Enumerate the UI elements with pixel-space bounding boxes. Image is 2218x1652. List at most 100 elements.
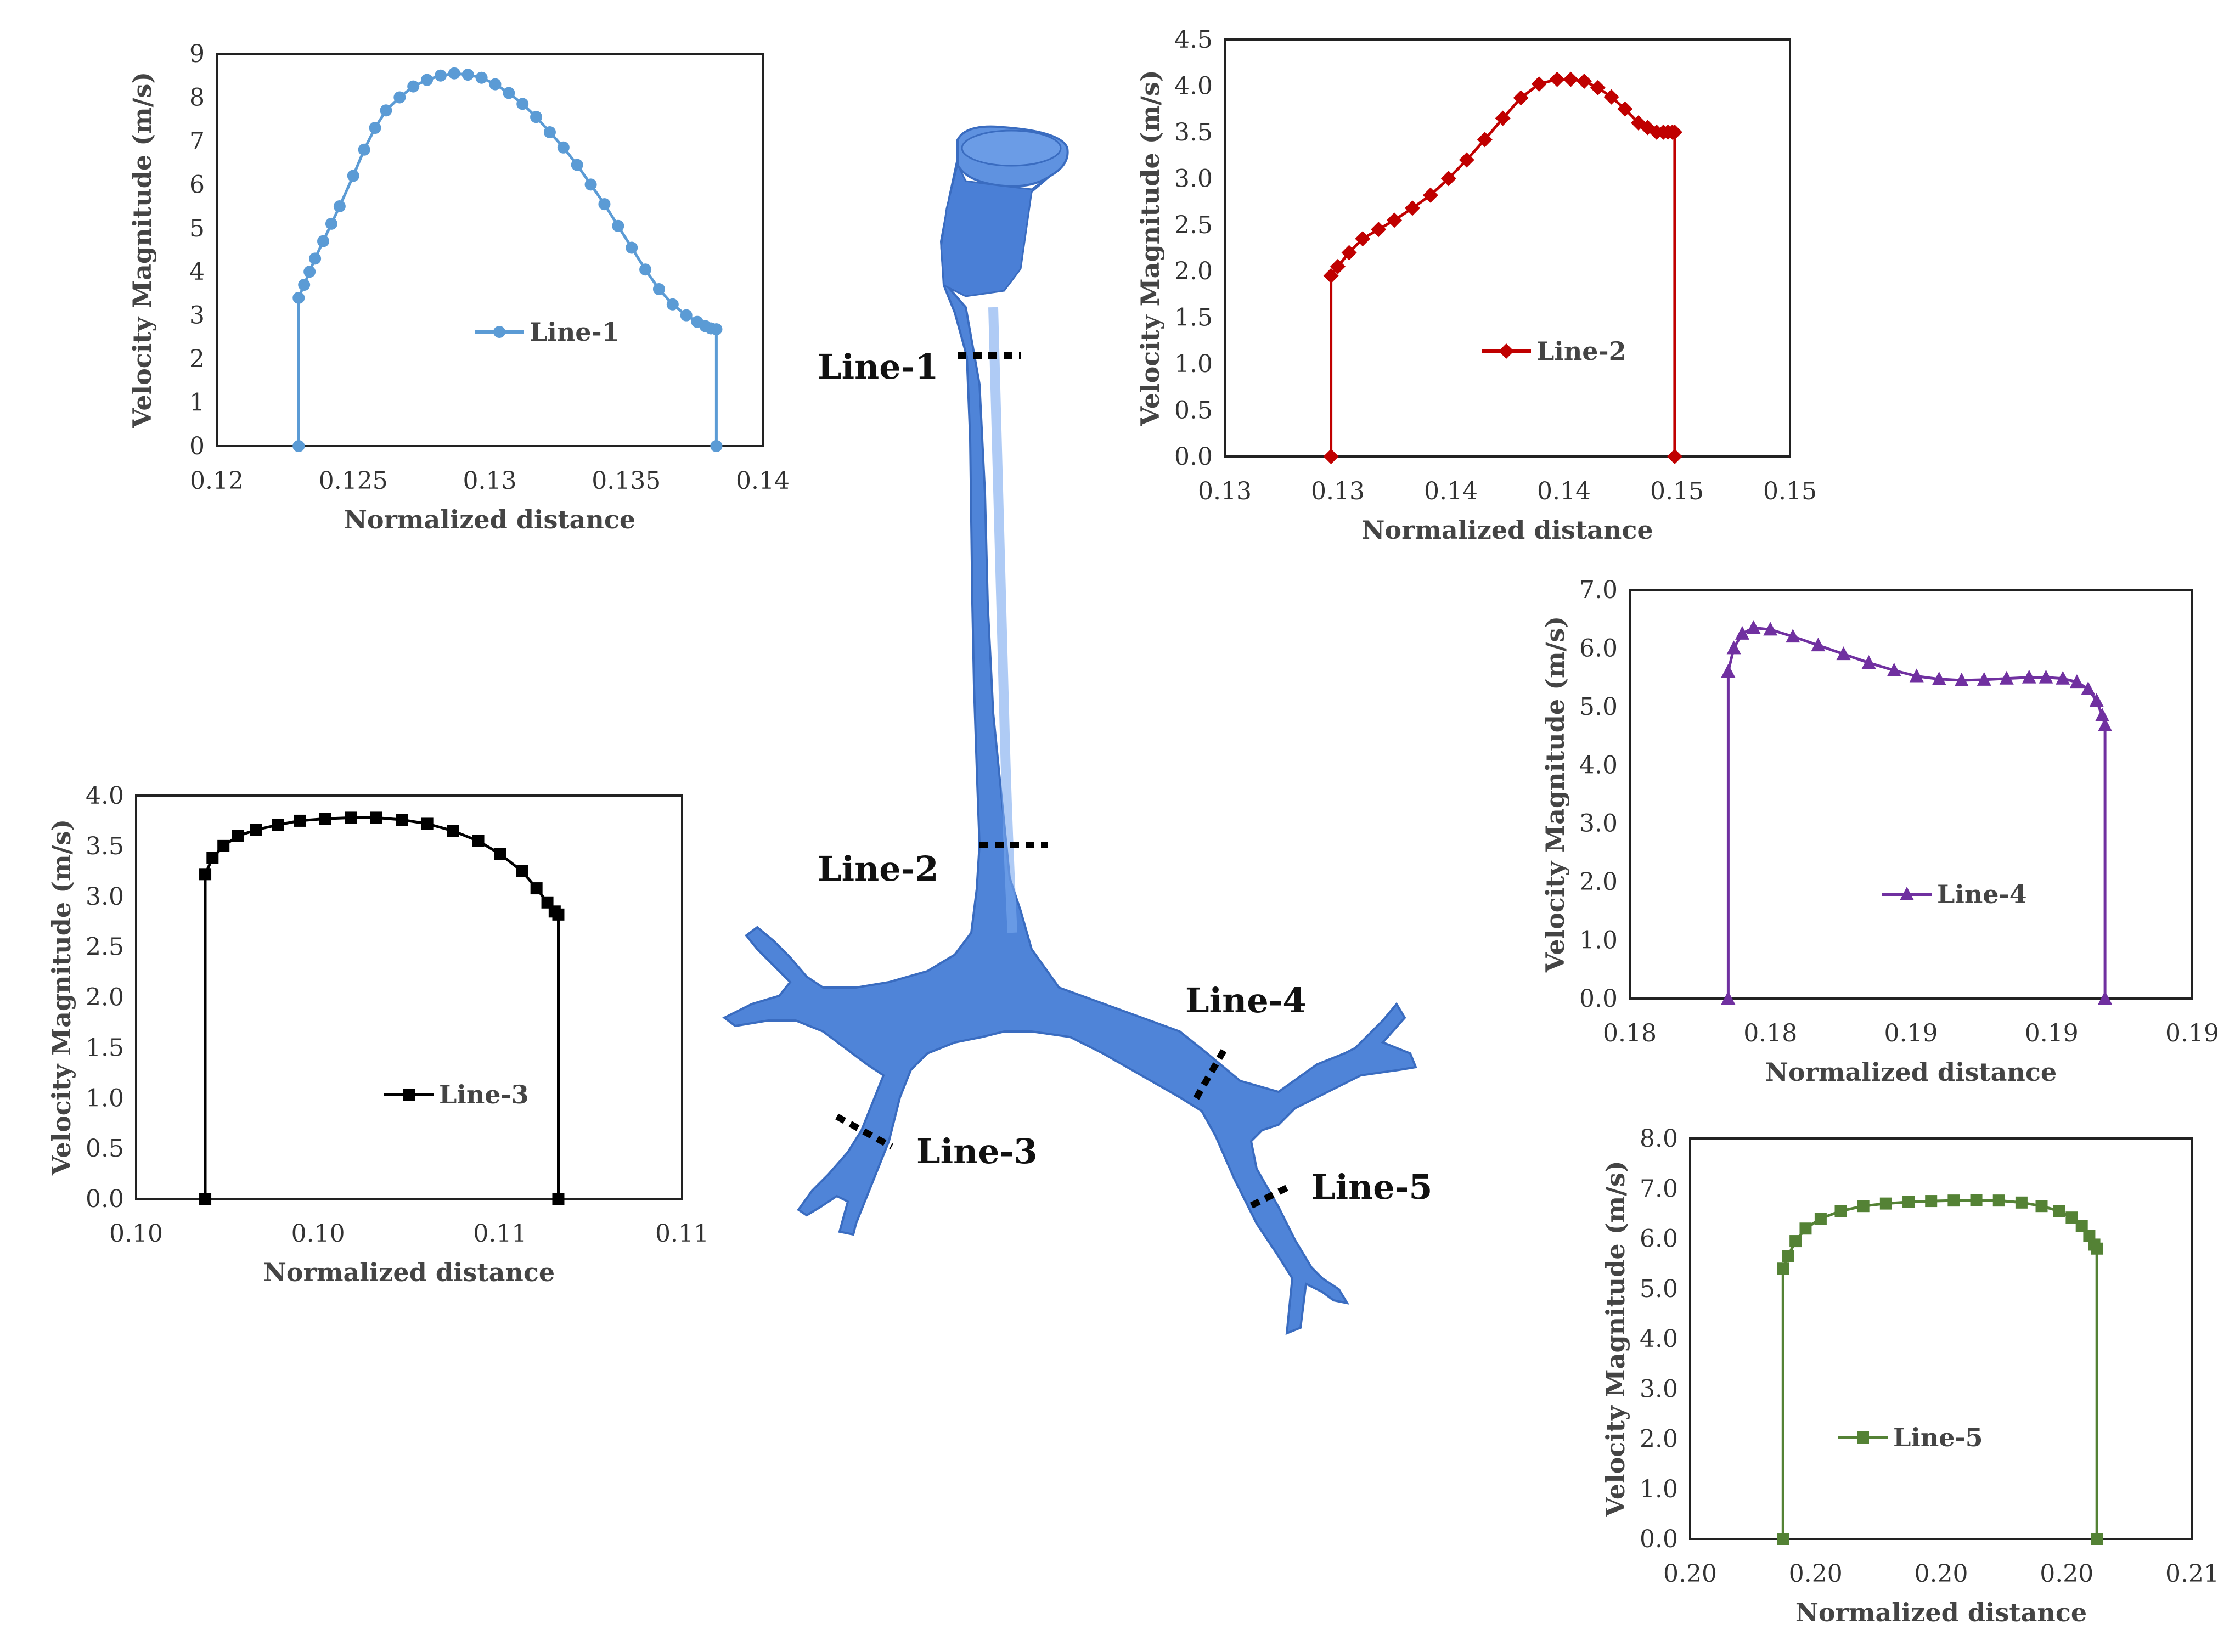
chart-4-data-point: [1909, 668, 1924, 683]
chart-5-data-point: [2035, 1200, 2048, 1213]
chart-2-legend-marker: [1499, 343, 1514, 359]
chart-1-data-point: [475, 71, 488, 84]
chart-4-data-point: [2056, 670, 2070, 685]
chart-1-ytick-label: 1: [189, 389, 205, 417]
airway-inlet-ring: [961, 129, 1062, 167]
chart-4-data-point: [1721, 991, 1736, 1005]
chart-4-xtick-label: 0.19: [2025, 1019, 2079, 1047]
chart-2-ytick-label: 4.0: [1174, 72, 1213, 100]
chart-5-ytick-label: 2.0: [1640, 1425, 1678, 1453]
chart-2-data-point: [1495, 110, 1511, 126]
chart-3-data-point: [319, 813, 331, 825]
chart-1-ytick-label: 4: [189, 258, 205, 286]
chart-5-ytick-label: 8.0: [1640, 1125, 1678, 1153]
chart-3-xtick-label: 0.11: [655, 1220, 709, 1248]
chart-5-data-point: [1777, 1262, 1789, 1275]
chart-1-data-point: [461, 69, 474, 81]
chart-1-ytick-label: 5: [189, 215, 205, 243]
chart-1-data-point: [543, 126, 556, 138]
chart-1-data-point: [584, 178, 597, 191]
chart-5-xtick-label: 0.21: [2165, 1560, 2218, 1588]
chart-2-data-point: [1323, 268, 1339, 284]
chart-2-data-point: [1387, 212, 1402, 228]
chart-3-xtick-label: 0.10: [109, 1220, 163, 1248]
chart-2-plot-area: [1224, 38, 1791, 458]
chart-3-data-point: [447, 825, 459, 837]
chart-4-ytick-label: 1.0: [1579, 927, 1618, 955]
chart-2: 0.0 0.5 1.0 1.5 2.0 2.5 3.0 3.5 4.0 4.5 0.13 0.13 0.…: [1135, 26, 1817, 545]
chart-4-data-point: [2095, 707, 2109, 721]
chart-1-data-point: [434, 69, 447, 82]
chart-4-data-point: [2098, 717, 2113, 731]
chart-1-xtick-label: 0.125: [319, 467, 388, 495]
chart-2-data-point: [1513, 90, 1529, 106]
chart-2-xtick-label: 0.15: [1763, 477, 1817, 505]
chart-1-data-point: [489, 78, 502, 91]
chart-1-data-point: [710, 323, 723, 336]
chart-3-data-point: [199, 1193, 212, 1205]
airway-label-line-4: Line-4: [1185, 980, 1307, 1020]
chart-4-legend-marker: [1900, 887, 1914, 900]
chart-2-data-point: [1459, 152, 1474, 168]
chart-2-xtick-label: 0.13: [1198, 477, 1252, 505]
chart-4-data-point: [1746, 620, 1761, 634]
chart-3-ytick-label: 2.5: [86, 933, 124, 961]
chart-1-data-point: [448, 67, 460, 80]
chart-1-ylabel: Velocity Magnitude (m/s): [127, 72, 157, 428]
chart-5-data-point: [2091, 1242, 2103, 1255]
chart-5-ytick-label: 3.0: [1640, 1375, 1678, 1403]
chart-5-ytick-label: 0.0: [1640, 1525, 1678, 1553]
chart-1-data-point: [358, 143, 370, 156]
chart-5-xlabel: Normalized distance: [1795, 1598, 2087, 1627]
chart-1-data-point: [666, 298, 679, 311]
chart-2-data-point: [1590, 80, 1606, 95]
chart-3-ytick-label: 3.5: [86, 832, 124, 860]
chart-1-data-point: [571, 159, 583, 171]
chart-2-ytick-label: 1.0: [1174, 350, 1213, 378]
chart-1-data-point: [298, 279, 311, 291]
chart-3-data-point: [552, 1193, 565, 1205]
chart-1-series-line: [297, 72, 718, 446]
chart-3-data-point: [272, 819, 284, 831]
chart-5-data-point: [1799, 1222, 1812, 1235]
chart-4-data-point: [2098, 991, 2113, 1005]
chart-2-ytick-label: 0.0: [1174, 443, 1213, 471]
chart-5-data-point: [1970, 1194, 1983, 1206]
airway-body: [722, 139, 1417, 1335]
chart-1-data-point: [710, 440, 723, 452]
chart-5-data-point: [1782, 1250, 1794, 1262]
chart-1-xlabel: Normalized distance: [344, 505, 635, 534]
chart-4-xtick-label: 0.19: [2165, 1019, 2218, 1047]
chart-1-plot-area: [216, 53, 764, 447]
chart-1-xtick-label: 0.135: [592, 467, 661, 495]
chart-4-ytick-label: 3.0: [1579, 810, 1618, 838]
airway-larynx: [940, 162, 1051, 297]
chart-5-data-point: [2015, 1196, 2028, 1209]
chart-5-data-point: [2065, 1211, 2078, 1224]
chart-1-data-point: [598, 198, 611, 211]
chart-5-xtick-label: 0.20: [1663, 1560, 1717, 1588]
chart-5-ytick-label: 7.0: [1640, 1175, 1678, 1203]
chart-5-data-point: [1902, 1196, 1915, 1208]
chart-4-ytick-label: 6.0: [1579, 634, 1618, 662]
chart-2-data-point: [1531, 76, 1547, 92]
charts-layer: 0 1 2 3 4 5 6 7 8 9 0.12 0.125 0.13 0.135 0.14 Normaliz…: [47, 26, 2218, 1627]
chart-1-legend-marker: [493, 326, 505, 338]
chart-5-ytick-label: 6.0: [1640, 1225, 1678, 1253]
chart-5-series-line: [1781, 1198, 2098, 1539]
chart-3-xtick-label: 0.10: [291, 1220, 345, 1248]
airway-label-line-2: Line-2: [818, 849, 939, 889]
chart-1-data-point: [333, 200, 346, 213]
chart-1-data-point: [317, 235, 330, 247]
chart-5-ylabel: Velocity Magnitude (m/s): [1601, 1160, 1630, 1517]
chart-1-legend-label: Line-1: [530, 317, 620, 347]
chart-1-data-point: [292, 440, 305, 452]
chart-4-data-point: [1735, 625, 1749, 640]
chart-2-xtick-label: 0.14: [1537, 477, 1591, 505]
chart-4: 0.0 1.0 2.0 3.0 4.0 5.0 6.0 7.0 0.18 0.18 0.19 0.19…: [1540, 576, 2218, 1087]
chart-4-data-point: [2089, 693, 2104, 707]
chart-2-data-point: [1477, 132, 1493, 148]
chart-3-data-point: [552, 908, 565, 921]
chart-3-data-point: [294, 814, 306, 827]
